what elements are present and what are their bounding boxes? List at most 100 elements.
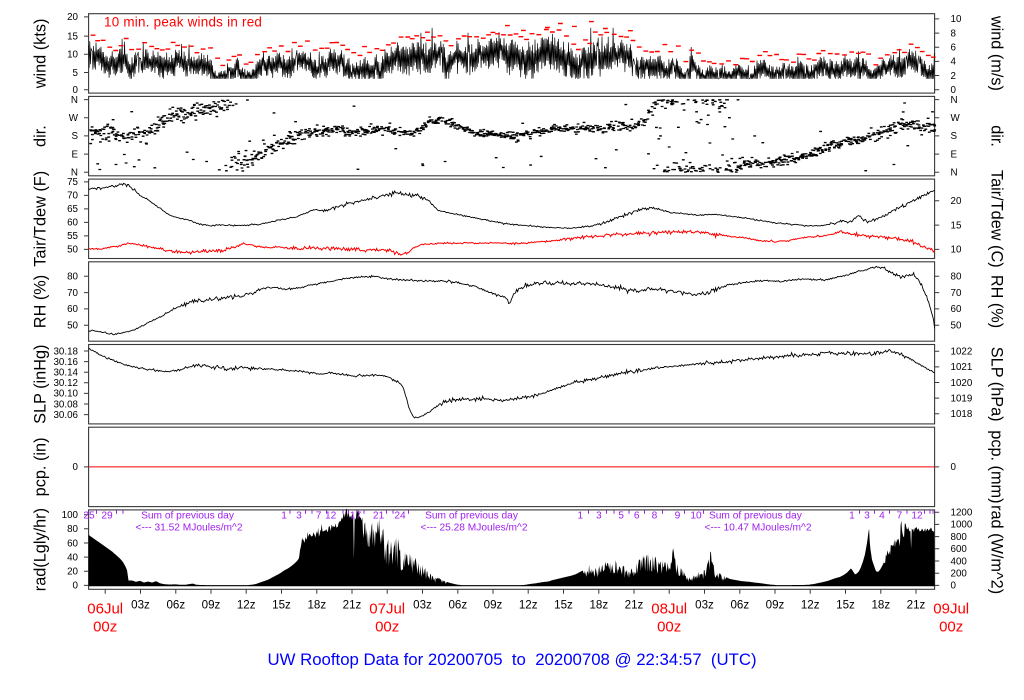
- svg-text:RH (%): RH (%): [988, 275, 1006, 328]
- svg-text:W: W: [951, 113, 961, 124]
- svg-text:21z: 21z: [625, 599, 644, 612]
- svg-text:03z: 03z: [131, 599, 150, 612]
- svg-text:1019: 1019: [951, 393, 973, 404]
- svg-text:21z: 21z: [907, 599, 926, 612]
- svg-text:E: E: [71, 149, 78, 160]
- svg-text:30.10: 30.10: [53, 389, 78, 400]
- svg-text:0: 0: [73, 462, 79, 473]
- svg-text:N: N: [951, 95, 958, 106]
- svg-text:60: 60: [67, 304, 78, 315]
- svg-text:12: 12: [911, 511, 923, 522]
- svg-text:100: 100: [62, 510, 79, 521]
- svg-text:06z: 06z: [448, 599, 467, 612]
- svg-text:30.08: 30.08: [53, 399, 78, 410]
- svg-text:1200: 1200: [951, 508, 973, 519]
- svg-text:80: 80: [67, 524, 78, 535]
- svg-text:E: E: [951, 149, 958, 160]
- svg-text:4: 4: [951, 57, 957, 68]
- svg-text:30.18: 30.18: [53, 346, 78, 357]
- svg-text:<--- 31.52 MJoules/m^2: <--- 31.52 MJoules/m^2: [136, 523, 243, 534]
- svg-text:1: 1: [577, 511, 583, 522]
- svg-text:60: 60: [67, 538, 78, 549]
- svg-text:12: 12: [325, 511, 337, 522]
- svg-text:pcp. (in): pcp. (in): [32, 437, 50, 496]
- svg-text:15z: 15z: [272, 599, 291, 612]
- svg-text:60: 60: [951, 304, 962, 315]
- svg-text:09Jul: 09Jul: [933, 601, 969, 618]
- svg-text:03z: 03z: [695, 599, 714, 612]
- svg-text:20: 20: [67, 12, 78, 23]
- svg-text:rad (W/m^2): rad (W/m^2): [988, 505, 1006, 594]
- svg-text:40: 40: [67, 552, 78, 563]
- svg-text:80: 80: [67, 272, 78, 283]
- svg-text:18z: 18z: [589, 599, 608, 612]
- svg-text:70: 70: [67, 191, 78, 202]
- svg-text:8: 8: [652, 511, 658, 522]
- svg-text:W: W: [69, 113, 79, 124]
- svg-text:21: 21: [373, 511, 385, 522]
- svg-text:15z: 15z: [554, 599, 573, 612]
- svg-text:00z: 00z: [657, 619, 681, 636]
- svg-text:10: 10: [67, 50, 78, 61]
- svg-text:pcp. (mm): pcp. (mm): [988, 430, 1006, 503]
- svg-text:Sum of previous day: Sum of previous day: [425, 511, 519, 522]
- svg-text:29: 29: [101, 511, 113, 522]
- svg-text:65: 65: [67, 204, 78, 215]
- svg-text:30.14: 30.14: [53, 368, 78, 379]
- svg-text:0: 0: [951, 462, 957, 473]
- svg-text:12z: 12z: [801, 599, 820, 612]
- svg-text:1020: 1020: [951, 378, 973, 389]
- svg-text:wind (m/s): wind (m/s): [988, 15, 1006, 91]
- svg-text:30.16: 30.16: [53, 357, 78, 368]
- svg-text:<--- 25.28 MJoules/m^2: <--- 25.28 MJoules/m^2: [421, 523, 528, 534]
- svg-text:24: 24: [394, 511, 406, 522]
- svg-text:1: 1: [849, 511, 855, 522]
- svg-text:21z: 21z: [343, 599, 362, 612]
- svg-text:5: 5: [73, 68, 79, 79]
- svg-text:S: S: [71, 131, 78, 142]
- svg-text:50: 50: [67, 245, 78, 256]
- svg-text:600: 600: [951, 544, 968, 555]
- svg-text:10: 10: [690, 511, 702, 522]
- svg-text:12z: 12z: [237, 599, 256, 612]
- svg-text:0: 0: [951, 85, 957, 96]
- svg-text:70: 70: [951, 288, 962, 299]
- svg-text:1018: 1018: [951, 409, 973, 420]
- svg-text:5: 5: [618, 511, 624, 522]
- svg-text:50: 50: [951, 321, 962, 332]
- svg-text:07Jul: 07Jul: [369, 601, 405, 618]
- svg-text:7: 7: [897, 511, 903, 522]
- svg-text:06z: 06z: [166, 599, 185, 612]
- svg-text:10: 10: [951, 245, 962, 256]
- svg-text:3: 3: [864, 511, 870, 522]
- svg-text:00z: 00z: [375, 619, 399, 636]
- svg-text:25: 25: [83, 511, 95, 522]
- svg-text:400: 400: [951, 556, 968, 567]
- svg-text:0: 0: [73, 581, 79, 592]
- svg-text:30.06: 30.06: [53, 410, 78, 421]
- svg-text:18z: 18z: [307, 599, 326, 612]
- svg-text:00z: 00z: [939, 619, 963, 636]
- svg-text:15: 15: [951, 220, 962, 231]
- svg-text:06Jul: 06Jul: [87, 601, 123, 618]
- svg-text:3: 3: [596, 511, 602, 522]
- svg-text:17: 17: [350, 511, 362, 522]
- svg-text:15z: 15z: [836, 599, 855, 612]
- svg-text:55: 55: [67, 231, 78, 242]
- svg-text:4: 4: [879, 511, 885, 522]
- svg-text:09z: 09z: [484, 599, 503, 612]
- svg-text:7: 7: [316, 511, 322, 522]
- svg-text:Tair/Tdew (C): Tair/Tdew (C): [988, 170, 1006, 268]
- svg-text:dir.: dir.: [32, 125, 50, 147]
- svg-text:08Jul: 08Jul: [651, 601, 687, 618]
- svg-text:N: N: [71, 168, 78, 179]
- svg-text:12z: 12z: [519, 599, 538, 612]
- svg-text:0: 0: [951, 581, 957, 592]
- svg-text:1022: 1022: [951, 347, 973, 358]
- svg-text:06z: 06z: [730, 599, 749, 612]
- svg-text:20: 20: [951, 196, 962, 207]
- svg-text:N: N: [71, 95, 78, 106]
- svg-text:dir.: dir.: [988, 125, 1006, 147]
- svg-text:50: 50: [67, 321, 78, 332]
- svg-text:10 min. peak winds in red: 10 min. peak winds in red: [104, 15, 262, 30]
